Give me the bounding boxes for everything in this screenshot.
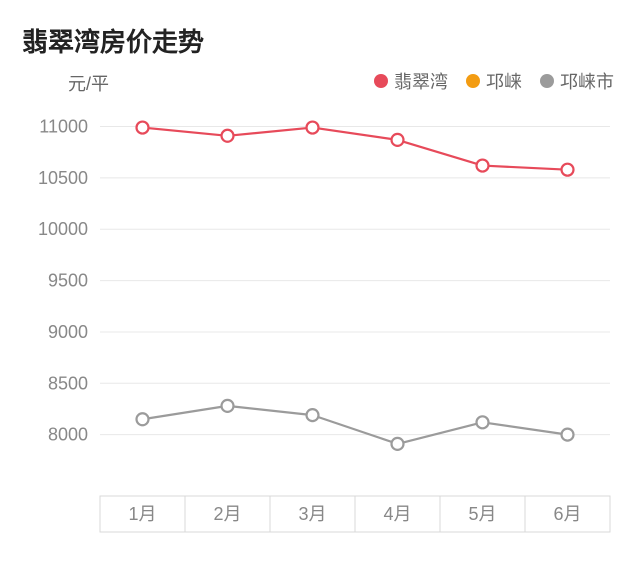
series-marker: [222, 400, 234, 412]
series-marker: [477, 160, 489, 172]
series-marker: [392, 438, 404, 450]
series-marker: [137, 413, 149, 425]
y-tick-label: 10000: [38, 219, 88, 239]
y-tick-label: 8500: [48, 373, 88, 393]
y-tick-label: 9000: [48, 322, 88, 342]
legend-item: 邛崃: [466, 68, 522, 94]
x-tick-label: 4月: [383, 504, 411, 524]
series-marker: [307, 409, 319, 421]
y-tick-label: 8000: [48, 425, 88, 445]
series-marker: [392, 134, 404, 146]
series-line: [143, 406, 568, 444]
series-marker: [307, 122, 319, 134]
y-tick-label: 9500: [48, 271, 88, 291]
series-line: [143, 128, 568, 170]
legend-dot-icon: [374, 74, 388, 88]
legend-dot-icon: [466, 74, 480, 88]
chart-svg: 8000 8500 9000 9500 10000 10500 11000 1月 2月 3月 4月 5…: [20, 60, 620, 540]
x-tick-label: 2月: [213, 504, 241, 524]
y-tick-label: 10500: [38, 168, 88, 188]
legend-label: 翡翠湾: [394, 68, 448, 94]
y-axis-label: 元/平: [68, 70, 109, 96]
series-marker: [562, 429, 574, 441]
price-trend-chart: 元/平 翡翠湾 邛崃 邛崃市 8000 8500 9000 9500 10000 10500 1…: [20, 60, 620, 540]
series-marker: [137, 122, 149, 134]
x-tick-label: 6月: [553, 504, 581, 524]
series-marker: [477, 416, 489, 428]
x-tick-label: 1月: [128, 504, 156, 524]
legend-label: 邛崃: [486, 68, 522, 94]
y-tick-label: 11000: [39, 117, 88, 137]
legend-item: 邛崃市: [540, 68, 614, 94]
legend-item: 翡翠湾: [374, 68, 448, 94]
series-marker: [222, 130, 234, 142]
x-tick-label: 3月: [298, 504, 326, 524]
legend-label: 邛崃市: [560, 68, 614, 94]
page-title: 翡翠湾房价走势: [22, 22, 620, 59]
series-marker: [562, 164, 574, 176]
legend-dot-icon: [540, 74, 554, 88]
x-tick-label: 5月: [468, 504, 496, 524]
legend: 翡翠湾 邛崃 邛崃市: [374, 68, 614, 94]
